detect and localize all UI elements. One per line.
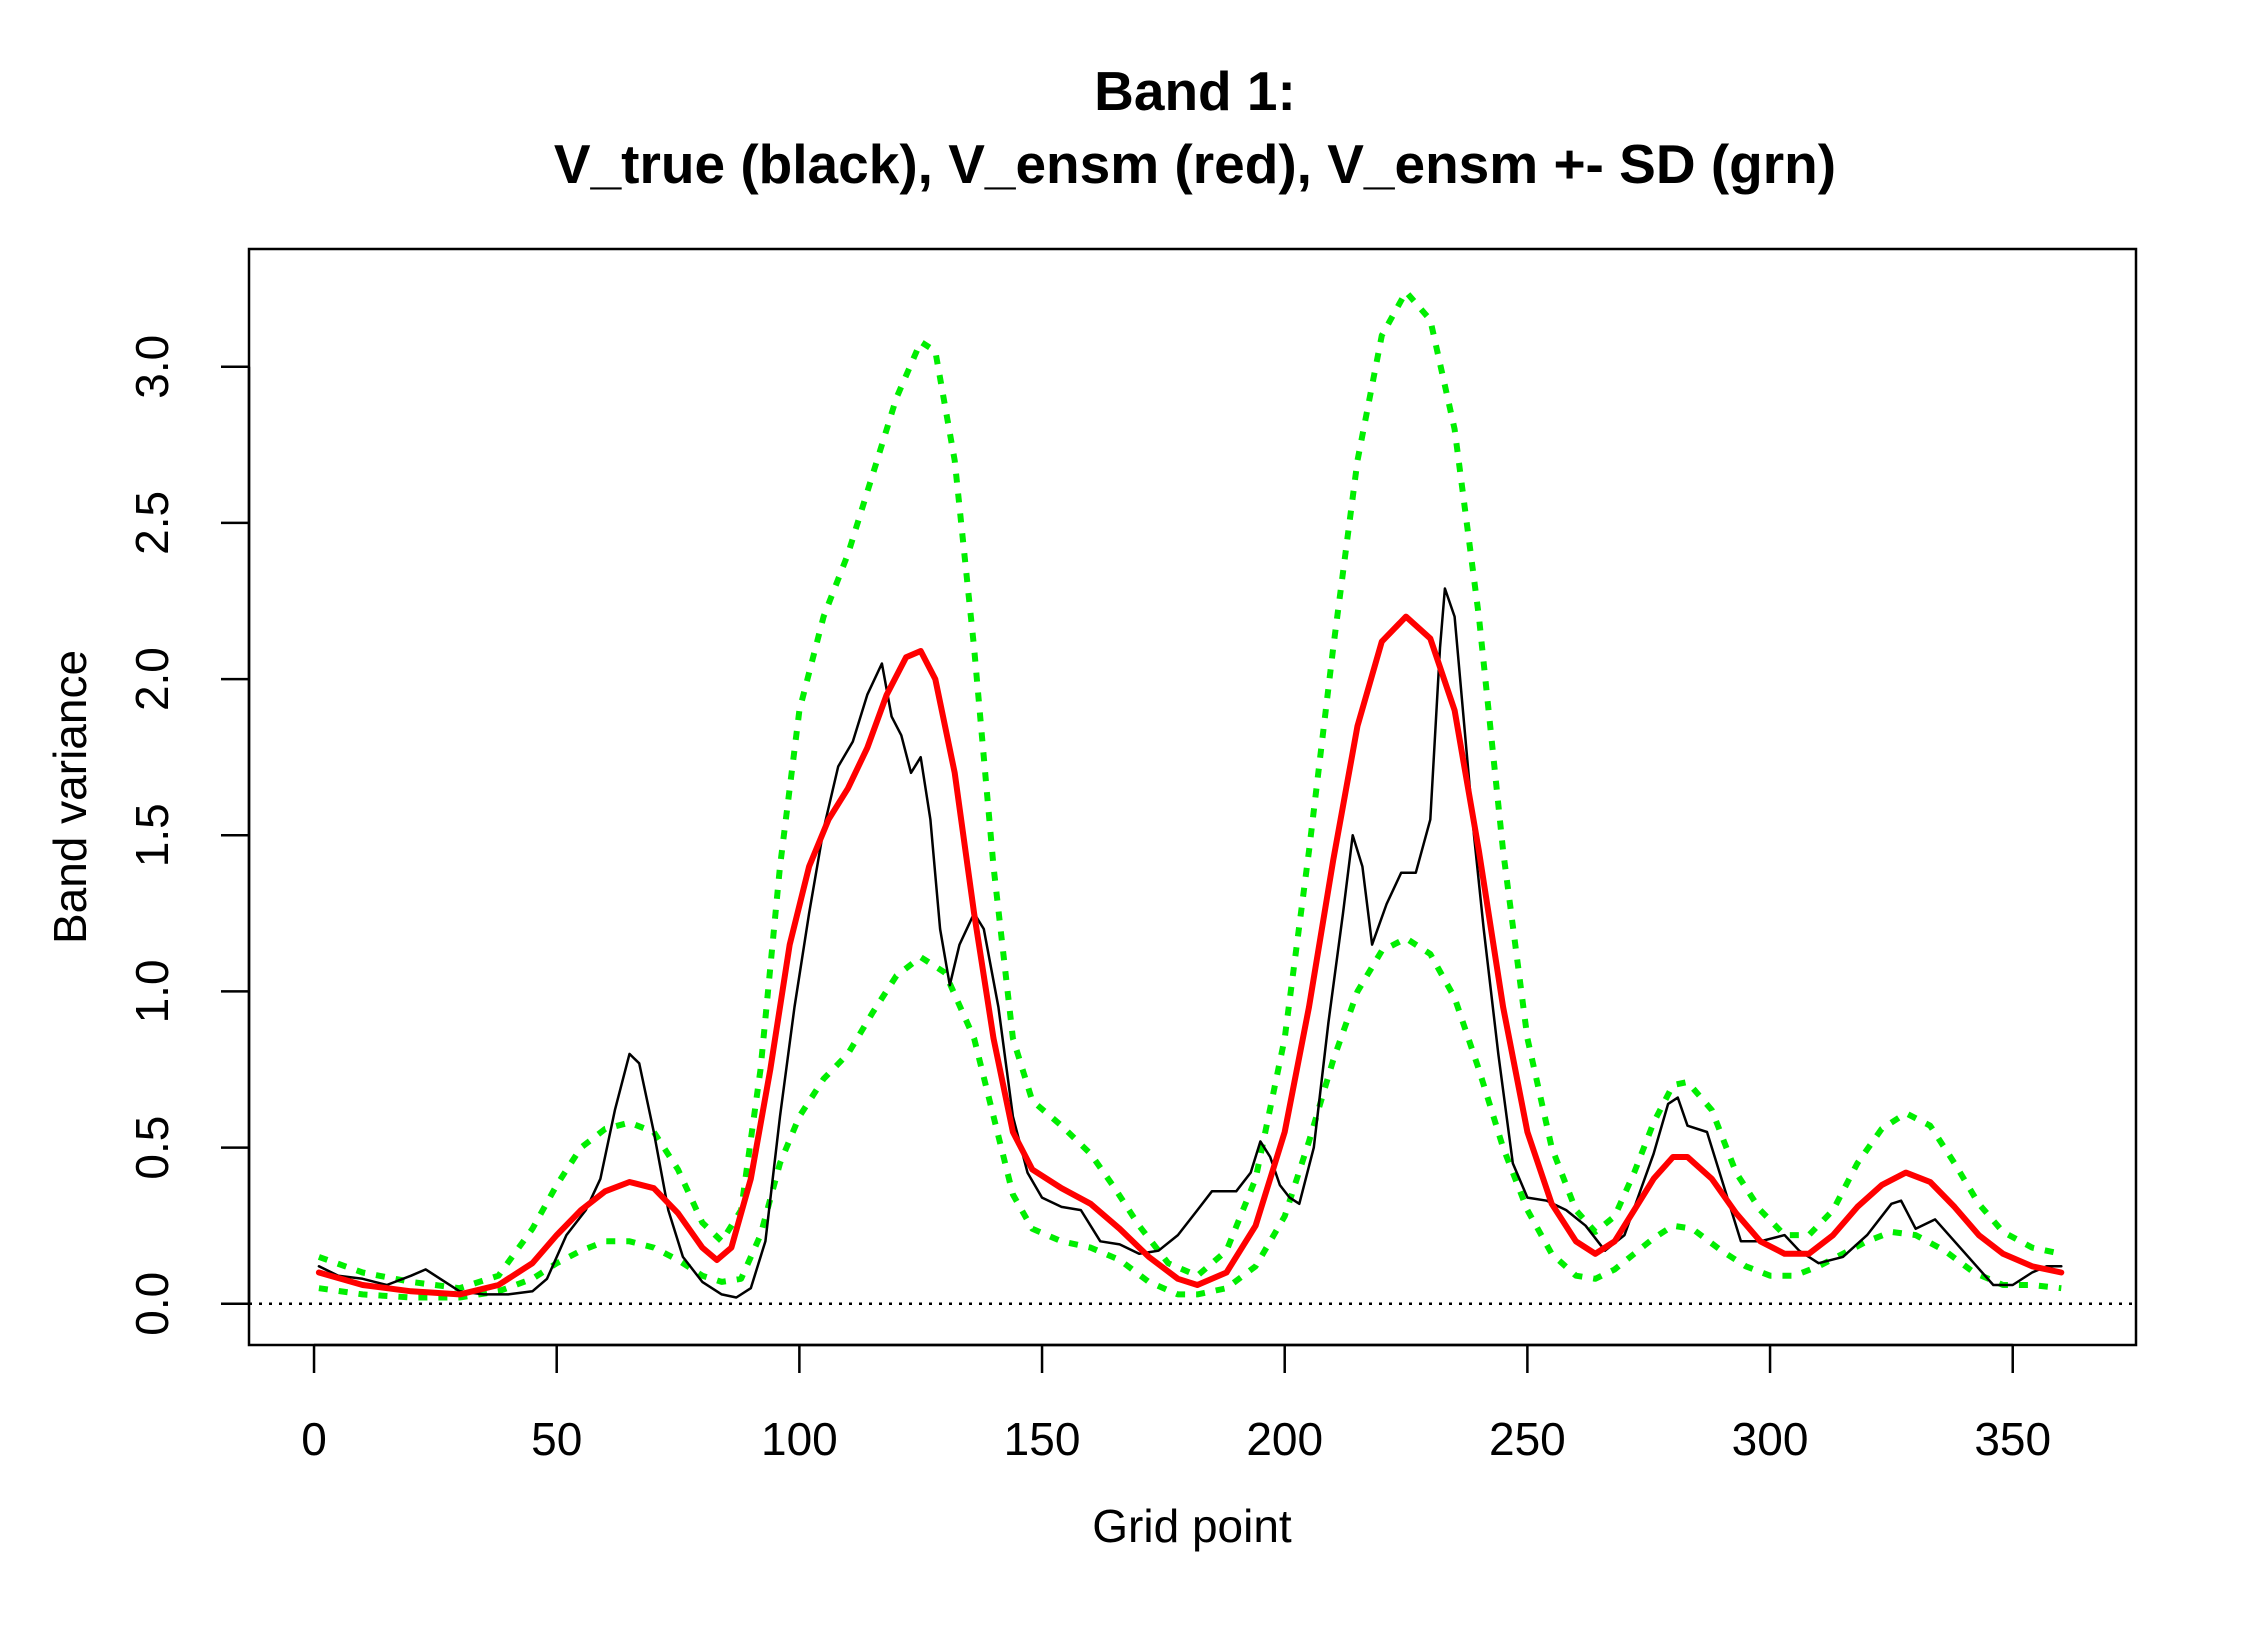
v-true-line	[317, 587, 2063, 1299]
x-tick-label: 150	[1004, 1413, 1081, 1465]
y-tick-label: 3.0	[126, 335, 178, 399]
x-tick-label: 100	[761, 1413, 838, 1465]
y-axis-label: Band variance	[44, 650, 96, 944]
y-tick-label: 1.5	[126, 803, 178, 867]
plot-area	[249, 288, 2136, 1306]
y-tick-label: 2.5	[126, 491, 178, 555]
v-ensm-minus-sd-line	[318, 935, 2062, 1301]
y-tick-label: 0.0	[126, 1272, 178, 1336]
x-tick-label: 300	[1732, 1413, 1809, 1465]
x-axis: 0 50 100 150 200 250 300 350	[301, 1343, 2051, 1465]
v-ensm-plus-sd-line	[317, 288, 2062, 1292]
y-tick-label: 2.0	[126, 647, 178, 711]
v-ensm-line	[315, 613, 2065, 1298]
x-axis-label: Grid point	[1092, 1500, 1292, 1552]
x-tick-label: 350	[1974, 1413, 2051, 1465]
x-tick-label: 50	[531, 1413, 582, 1465]
y-tick-label: 1.0	[126, 959, 178, 1023]
series-layer	[249, 288, 2136, 1306]
chart-title-line2: V_true (black), V_ensm (red), V_ensm +- …	[554, 133, 1836, 195]
x-tick-label: 250	[1489, 1413, 1566, 1465]
x-tick-label: 200	[1246, 1413, 1323, 1465]
y-axis: 0.0 0.5 1.0 1.5 2.0 2.5 3.0	[126, 335, 251, 1336]
chart-title-line1: Band 1:	[1094, 60, 1296, 122]
plot-frame	[247, 247, 2138, 1347]
x-tick-label: 0	[301, 1413, 327, 1465]
y-tick-label: 0.5	[126, 1116, 178, 1180]
